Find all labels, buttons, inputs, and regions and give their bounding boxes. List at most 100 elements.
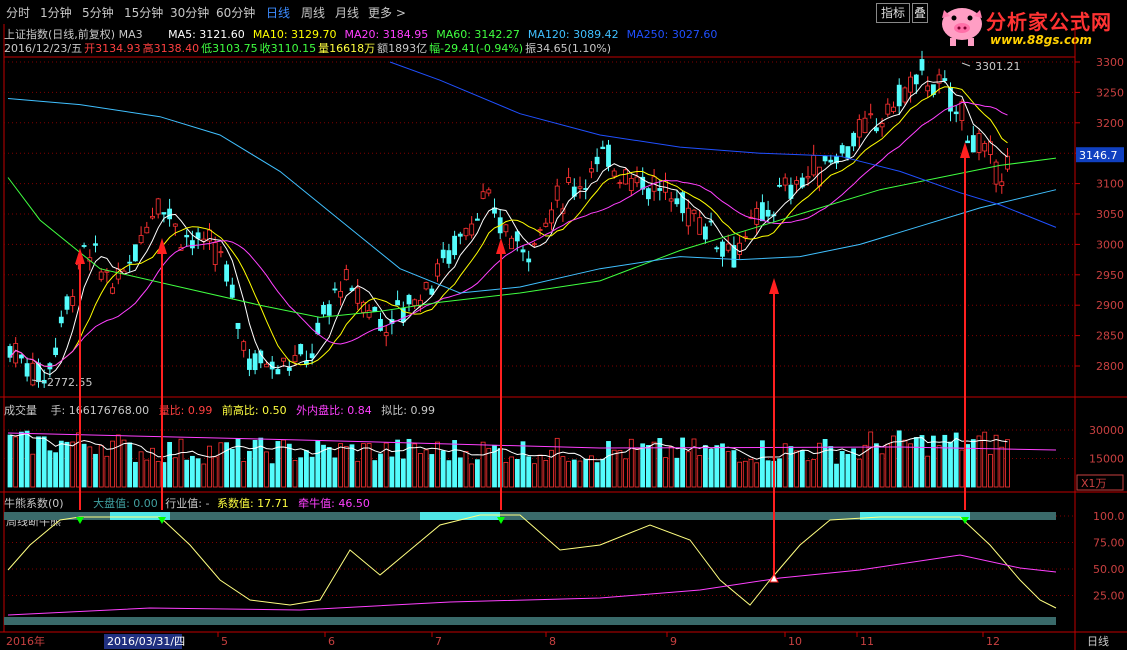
candle-body: [782, 177, 788, 186]
volume-bar: [931, 435, 936, 488]
candle-body: [874, 127, 879, 132]
volume-bar: [58, 440, 64, 488]
candle-body: [150, 215, 155, 219]
coef-line: [7, 514, 1057, 609]
volume-bar: [480, 441, 486, 488]
candle-body: [594, 156, 600, 165]
volume-bar: [172, 457, 178, 488]
candle-body: [691, 209, 697, 215]
candle-body: [30, 362, 36, 386]
period-toolbar: 分时 1分钟 5分钟 15分钟 30分钟 60分钟 日线 周线 月线 更多 >: [0, 0, 1127, 24]
indicator-tick-label-1: 75.00: [1093, 537, 1125, 550]
volume-bar: [457, 457, 463, 488]
candle-body: [457, 233, 463, 237]
volume-in-out-ratio: 外内盘比: 0.84: [296, 404, 372, 417]
indicator-tick-label-0: 100.0: [1093, 510, 1125, 523]
candle-body: [549, 209, 554, 224]
price-tick-label-5: 3050: [1096, 208, 1124, 221]
tab-period-5[interactable]: 60分钟: [216, 6, 256, 20]
candle-body: [725, 243, 731, 251]
quote-amplitude: 振34.65(1.10%): [525, 42, 612, 55]
candle-body: [144, 226, 150, 234]
candle-body: [218, 251, 224, 254]
tab-period-1[interactable]: 1分钟: [40, 6, 72, 20]
volume-prev-high-ratio: 前高比: 0.50: [221, 404, 287, 417]
volume-bar: [577, 460, 583, 488]
candle-body: [634, 176, 640, 184]
candle-body: [554, 185, 560, 201]
tab-period-7[interactable]: 周线: [301, 6, 326, 20]
volume-bar: [965, 444, 970, 488]
volume-bar: [332, 457, 338, 488]
candle-body: [281, 357, 287, 362]
volume-bar: [258, 437, 264, 488]
volume-bar: [760, 440, 765, 488]
candle-body: [760, 202, 765, 222]
price-tick-label-9: 2850: [1096, 330, 1124, 343]
indicator-button[interactable]: 指标: [876, 3, 910, 23]
volume-bar: [674, 457, 680, 488]
candle-body: [474, 218, 480, 221]
candle-body: [366, 310, 372, 318]
volume-bar: [110, 440, 115, 488]
volume-bar: [845, 453, 851, 488]
candle-body: [469, 223, 475, 236]
bull-zone-2: [860, 512, 970, 520]
candle-body: [138, 235, 144, 244]
ma5-line: [9, 80, 1008, 376]
volume-bar: [874, 443, 879, 488]
volume-bar: [138, 451, 144, 488]
volume-bar: [731, 450, 737, 488]
brand-name: 分析家公式网: [986, 10, 1112, 34]
ma-label-3: MA60: 3142.27: [436, 28, 520, 41]
indicator-bottom-band: [4, 617, 1056, 625]
tab-period-9[interactable]: 更多 >: [368, 6, 406, 20]
volume-bar: [936, 445, 942, 488]
ma-label-5: MA250: 3027.60: [626, 28, 718, 41]
indicator-market-value: 大盘值: 0.00: [93, 497, 158, 510]
price-panel-frame: [3, 56, 1076, 398]
volume-bar: [47, 450, 53, 488]
volume-bar: [372, 460, 378, 488]
candle-body: [514, 231, 520, 242]
current-price-box: [1076, 147, 1124, 163]
tab-period-3[interactable]: 15分钟: [124, 6, 164, 20]
indicator-industry-value: 行业值: -: [165, 497, 210, 510]
candle-body: [891, 106, 896, 112]
volume-bar: [469, 463, 475, 488]
volume-bar: [942, 434, 948, 488]
volume-bar: [560, 456, 566, 488]
volume-bar: [703, 445, 708, 488]
volume-bar: [657, 438, 663, 488]
volume-bar: [611, 449, 617, 488]
candle-body: [982, 143, 988, 152]
volume-bar: [993, 434, 999, 488]
volume-bar: [406, 438, 412, 488]
candle-body: [64, 296, 70, 310]
candle-body: [332, 288, 338, 291]
candle-body: [172, 223, 178, 227]
candle-body: [811, 155, 817, 176]
volume-bar: [549, 449, 554, 488]
candle-body: [24, 363, 30, 377]
price-tick-label-0: 3300: [1096, 56, 1124, 69]
candle-body: [942, 78, 948, 81]
tab-period-6[interactable]: 日线: [266, 6, 291, 20]
tab-period-2[interactable]: 5分钟: [82, 6, 114, 20]
volume-bar: [896, 430, 902, 488]
candle-body: [70, 296, 76, 306]
sell-signal-icon-2: [497, 517, 505, 524]
volume-ratio: 量比: 0.99: [158, 404, 213, 417]
volume-bar: [218, 442, 224, 488]
tab-period-4[interactable]: 30分钟: [170, 6, 210, 20]
overlay-button[interactable]: 叠: [912, 3, 928, 23]
volume-bar: [252, 439, 258, 488]
candle-body: [53, 347, 58, 356]
tab-period-0[interactable]: 分时: [6, 6, 31, 20]
volume-bar: [18, 431, 24, 488]
tab-period-8[interactable]: 月线: [335, 6, 360, 20]
month-label-7: 12: [986, 635, 1000, 648]
brand-logo: 分析家公式网 www.88gs.com: [930, 0, 1127, 50]
volume-bar: [315, 440, 321, 488]
